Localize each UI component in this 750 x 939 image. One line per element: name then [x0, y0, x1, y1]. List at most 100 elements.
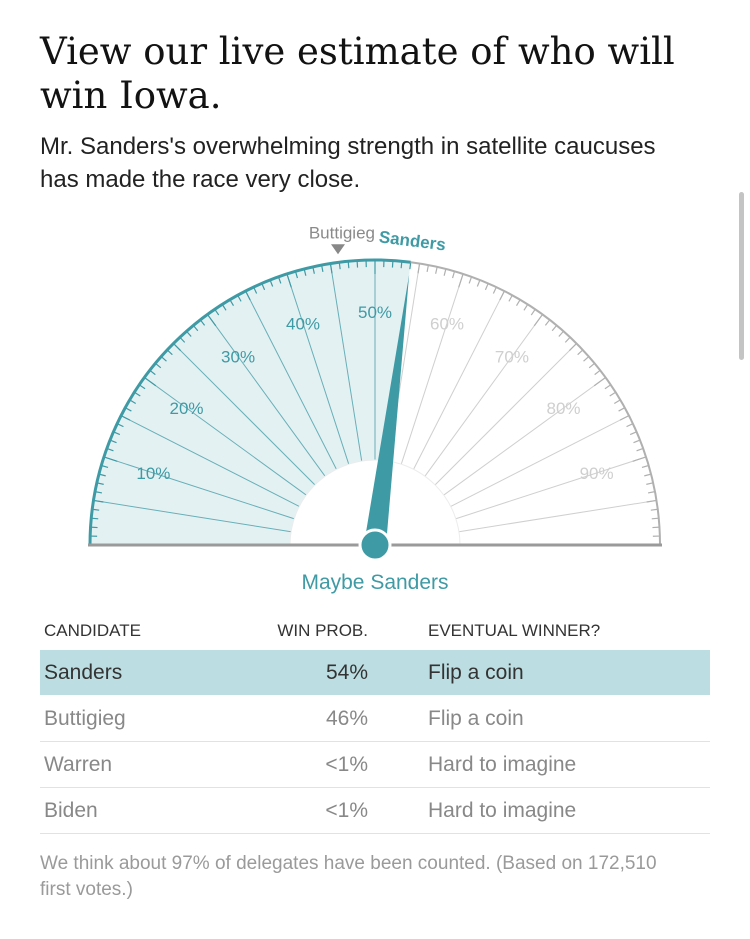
gauge-tick — [245, 290, 251, 301]
gauge-tick — [646, 482, 654, 485]
gauge-spoke — [286, 273, 350, 465]
gauge-tick — [120, 415, 131, 421]
scrollbar[interactable] — [739, 192, 744, 360]
gauge-tick-label: 80% — [546, 399, 580, 418]
eventual-winner: Flip a coin — [424, 695, 710, 742]
gauge-tick — [604, 384, 612, 390]
gauge-tick — [636, 447, 644, 452]
gauge-tick — [618, 407, 626, 412]
gauge-arc-empty — [410, 261, 661, 546]
gauge-tick — [329, 263, 333, 274]
table-row: Biden <1% Hard to imagine — [40, 787, 710, 834]
gauge-tick — [533, 314, 544, 327]
gauge-tick — [443, 268, 447, 276]
table-header-row: CANDIDATE WIN PROB. EVENTUAL WINNER? — [40, 612, 710, 650]
gauge-tick-label: 30% — [221, 348, 255, 367]
win-prob: <1% — [194, 741, 424, 788]
gauge-tick-label: 10% — [136, 464, 170, 483]
footnote: We think about 97% of delegates have bee… — [40, 853, 657, 900]
candidate-name: Sanders — [40, 650, 194, 696]
gauge-spoke — [413, 290, 505, 470]
gauge-tick — [641, 464, 649, 469]
gauge-tick — [523, 304, 529, 311]
gauge-needle — [364, 274, 410, 547]
gauge-tick — [594, 369, 601, 376]
headline: View our live estimate of who will win I… — [40, 30, 675, 117]
marker-triangle-icon — [331, 244, 345, 255]
dek: Mr. Sanders's overwhelming strength in s… — [40, 133, 656, 193]
header-win-prob: WIN PROB. — [277, 621, 368, 640]
gauge-spoke — [450, 415, 630, 507]
gauge-tick — [632, 456, 647, 462]
gauge-tick — [646, 499, 657, 503]
gauge-tick — [286, 273, 292, 288]
gauge-spoke — [424, 314, 543, 477]
gauge-spoke — [103, 456, 295, 520]
gauge-tick — [544, 319, 551, 326]
gauge-tick — [435, 266, 438, 274]
header-candidate: CANDIDATE — [44, 621, 141, 640]
gauge-tick — [144, 376, 157, 387]
gauge-tick — [626, 423, 634, 428]
gauge-tick — [609, 391, 616, 397]
gauge-hub-outline — [289, 459, 461, 546]
gauge-tick — [633, 439, 641, 444]
gauge-spoke — [400, 273, 464, 465]
gauge-tick — [588, 362, 595, 369]
gauge-tick-label: 70% — [495, 348, 529, 367]
gauge-spoke — [329, 263, 363, 462]
candidate-name: Buttigieg — [40, 695, 194, 742]
gauge-chart: 10% 20% 30% 40% 50% 60% 70% 80% 90% Buttigieg San… — [88, 223, 662, 594]
win-prob: 54% — [194, 650, 424, 696]
gauge-tick-label: 20% — [169, 399, 203, 418]
gauge-spoke — [120, 415, 300, 507]
eventual-winner: Hard to imagine — [424, 787, 710, 834]
gauge-tick — [206, 314, 217, 327]
win-prob: 46% — [194, 695, 424, 742]
gauge-tick-label: 90% — [580, 464, 614, 483]
candidate-name: Biden — [40, 787, 194, 834]
gauge-tick — [93, 499, 104, 503]
table-row: Sanders 54% Flip a coin — [40, 650, 710, 696]
gauge-tick — [613, 399, 621, 405]
gauge-tick — [103, 456, 118, 462]
gauge-tick — [558, 330, 564, 337]
eventual-winner: Flip a coin — [424, 650, 710, 696]
gauge-tick — [530, 308, 536, 316]
gauge-tick — [492, 286, 497, 294]
gauge-spoke — [144, 377, 307, 496]
gauge-tick — [551, 325, 558, 332]
gauge-tick — [593, 376, 606, 387]
gauge-tick — [484, 283, 489, 291]
gauge-tick — [644, 473, 652, 477]
table-row: Warren <1% Hard to imagine — [40, 741, 710, 788]
gauge-tick — [651, 517, 659, 520]
header-eventual-winner: EVENTUAL WINNER? — [428, 621, 601, 640]
table-row: Buttigieg 46% Flip a coin — [40, 695, 710, 742]
gauge-tick — [499, 290, 505, 301]
gauge-tick — [647, 491, 656, 494]
gauge-spoke — [207, 314, 326, 477]
gauge-tick — [476, 279, 481, 287]
center-label: Maybe Sanders — [301, 571, 448, 594]
gauge-tick-label: 60% — [430, 314, 464, 333]
gauge-tick — [583, 356, 590, 362]
gauge-tick — [619, 415, 630, 421]
gauge-tick — [629, 431, 637, 436]
gauge-tick — [458, 273, 464, 288]
results-table: CANDIDATE WIN PROB. EVENTUAL WINNER? San… — [40, 612, 710, 834]
candidate-name: Warren — [40, 741, 194, 788]
gauge-tick — [650, 508, 658, 511]
gauge-tick-label: 40% — [286, 314, 320, 333]
gauge-tick — [515, 299, 521, 307]
gauge-spoke — [443, 377, 606, 496]
gauge-tick — [508, 294, 513, 302]
gauge-spoke — [455, 456, 647, 520]
eventual-winner: Hard to imagine — [424, 741, 710, 788]
gauge-spokes-group — [93, 260, 657, 546]
gauge-spoke — [173, 343, 316, 486]
gauge-tick — [577, 349, 584, 356]
gauge-tick — [468, 276, 473, 284]
gauge-tick — [417, 263, 421, 274]
